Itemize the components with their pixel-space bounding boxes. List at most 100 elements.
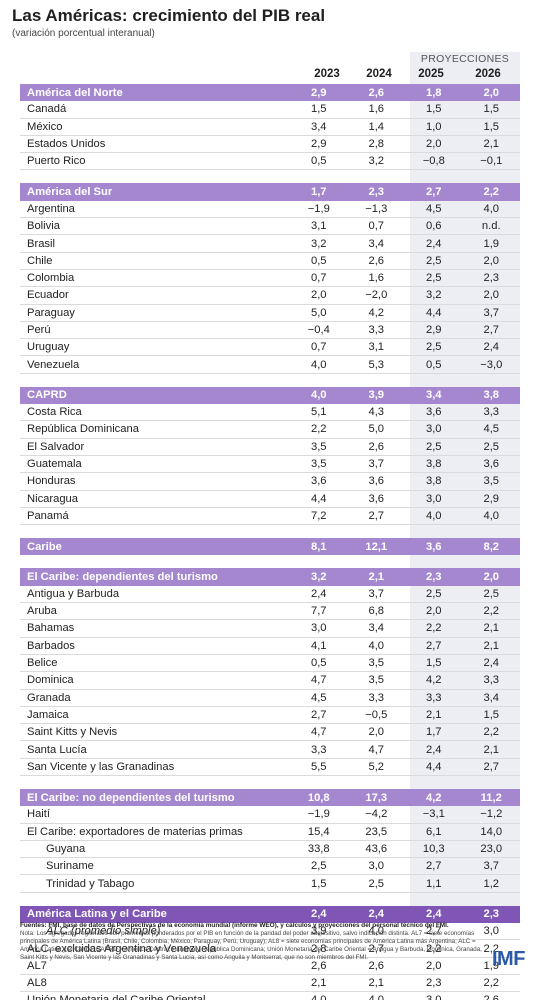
growth-value: 4,0 xyxy=(483,509,500,522)
region-group: CAPRD 4,0 3,9 3,4 3,8 Costa Rica 5,1 4,3 3,6 3,3 R… xyxy=(20,386,520,526)
growth-value: 2,8 xyxy=(310,942,327,955)
growth-value: 2,5 xyxy=(310,860,327,873)
growth-value: −0,1 xyxy=(480,155,503,168)
growth-value: 1,5 xyxy=(310,877,327,890)
growth-value: 6,1 xyxy=(425,825,442,838)
table-row: Guyana 33,8 43,6 10,3 23,0 xyxy=(20,841,520,859)
growth-value: 3,1 xyxy=(368,341,385,354)
growth-value: 4,0 xyxy=(348,994,406,1000)
region-value: 2,9 xyxy=(310,86,327,99)
col-header-2026: 2026 xyxy=(475,68,501,80)
table-row: Honduras 3,6 3,6 3,8 3,5 xyxy=(20,473,520,491)
growth-value: 2,5 xyxy=(425,272,442,285)
growth-value: 0,5 xyxy=(310,254,327,267)
growth-value: 3,4 xyxy=(368,622,385,635)
table-row: Argentina −1,9 −1,3 4,5 4,0 xyxy=(20,201,520,219)
growth-value: 2,7 xyxy=(425,639,442,652)
growth-value: 5,2 xyxy=(368,760,385,773)
table-row: AL7 2,6 2,6 2,0 1,9 xyxy=(20,958,520,975)
growth-value: 3,7 xyxy=(483,306,500,319)
growth-value: 2,4 xyxy=(425,743,442,756)
growth-value: 3,2 xyxy=(425,289,442,302)
region-name: Caribe xyxy=(27,540,62,553)
growth-value: 3,6 xyxy=(368,475,385,488)
country-name: Aruba xyxy=(27,605,57,618)
table-row: Venezuela 4,0 5,3 0,5 −3,0 xyxy=(20,356,520,374)
growth-value: 3,8 xyxy=(425,458,442,471)
region-name: América Latina y el Caribe xyxy=(27,908,167,921)
growth-value: 1,5 xyxy=(310,103,327,116)
growth-value: 2,7 xyxy=(483,760,500,773)
growth-value: 1,5 xyxy=(483,120,500,133)
page-title: Las Américas: crecimiento del PIB real xyxy=(12,6,326,25)
growth-value: 15,4 xyxy=(307,825,330,838)
growth-value: 2,9 xyxy=(425,324,442,336)
region-name: América del Sur xyxy=(27,186,113,199)
growth-value: 1,5 xyxy=(483,708,500,721)
growth-value: 1,2 xyxy=(483,877,500,890)
growth-value: 3,5 xyxy=(310,458,327,471)
country-name: Unión Monetaria del Caribe Oriental xyxy=(20,994,290,1000)
country-name: Bolivia xyxy=(27,220,60,233)
region-value: 2,1 xyxy=(368,571,385,584)
growth-value: 4,7 xyxy=(310,674,327,687)
growth-value: 4,2 xyxy=(368,306,385,319)
country-name: Costa Rica xyxy=(27,406,82,419)
growth-value: 2,3 xyxy=(483,272,500,285)
growth-value: 7,7 xyxy=(310,605,327,618)
growth-value: 2,7 xyxy=(310,708,327,721)
growth-value: 2,0 xyxy=(425,138,442,151)
region-header-row: El Caribe: no dependientes del turismo 10… xyxy=(20,788,520,807)
country-name: Venezuela xyxy=(27,358,80,371)
growth-value: n.d. xyxy=(481,220,501,233)
country-name: Haití xyxy=(27,808,51,821)
region-value: 2,6 xyxy=(368,86,385,99)
col-header-2024: 2024 xyxy=(366,68,392,80)
growth-value: 4,7 xyxy=(310,726,327,739)
country-name: ALC (promedio simple) xyxy=(46,925,161,938)
growth-value: 2,3 xyxy=(425,977,442,990)
country-name: Belice xyxy=(27,657,58,670)
growth-value: −0,8 xyxy=(422,155,445,168)
table-row: Bolivia 3,1 0,7 0,6 n.d. xyxy=(20,218,520,236)
country-name: Jamaica xyxy=(27,708,69,721)
country-name: Panamá xyxy=(27,509,69,522)
region-value: 2,0 xyxy=(483,86,500,99)
growth-value: 2,0 xyxy=(425,605,442,618)
growth-value: 2,5 xyxy=(425,440,442,453)
region-value: 1,7 xyxy=(310,186,327,199)
growth-value: 2,7 xyxy=(425,860,442,873)
country-name: Canadá xyxy=(27,103,67,116)
table-row: Suriname 2,5 3,0 2,7 3,7 xyxy=(20,858,520,876)
growth-value: 5,5 xyxy=(310,760,327,773)
growth-value: −3,0 xyxy=(480,358,503,371)
growth-value: 3,0 xyxy=(425,423,442,436)
growth-value: 3,7 xyxy=(368,587,385,600)
region-value: 11,2 xyxy=(480,791,502,804)
growth-value: 2,1 xyxy=(483,743,500,756)
gdp-table: América del Norte 2,9 2,6 1,8 2,0 Canadá 1,5 1,… xyxy=(20,84,520,1000)
growth-value: 4,7 xyxy=(368,743,385,756)
footnote-note: Nota: Los agregados regionales son prome… xyxy=(20,930,482,961)
growth-value: 4,0 xyxy=(425,509,442,522)
country-name: El Salvador xyxy=(27,440,85,453)
growth-value: 2,1 xyxy=(483,639,500,652)
growth-value: 2,1 xyxy=(425,708,442,721)
growth-value: −1,9 xyxy=(307,202,330,215)
growth-value: 3,7 xyxy=(483,860,500,873)
growth-value: 1,5 xyxy=(425,657,442,670)
growth-value: 33,8 xyxy=(307,843,330,856)
country-name: Paraguay xyxy=(27,306,75,319)
growth-value: 3,0 xyxy=(483,925,500,938)
growth-value: 0,7 xyxy=(310,272,327,285)
growth-value: 1,4 xyxy=(368,120,385,133)
table-row: Haití −1,9 −4,2 −3,1 −1,2 xyxy=(20,806,520,824)
region-group: El Caribe: no dependientes del turismo 10… xyxy=(20,788,520,893)
growth-value: 3,4 xyxy=(310,120,327,133)
table-row: México 3,4 1,4 1,0 1,5 xyxy=(20,119,520,136)
region-value: 1,8 xyxy=(425,86,442,99)
country-name: Santa Lucía xyxy=(27,743,87,756)
region-header-row: El Caribe: dependientes del turismo 3,2 2,… xyxy=(20,568,520,586)
region-value: 10,8 xyxy=(307,791,330,804)
growth-value: 3,1 xyxy=(310,220,327,233)
